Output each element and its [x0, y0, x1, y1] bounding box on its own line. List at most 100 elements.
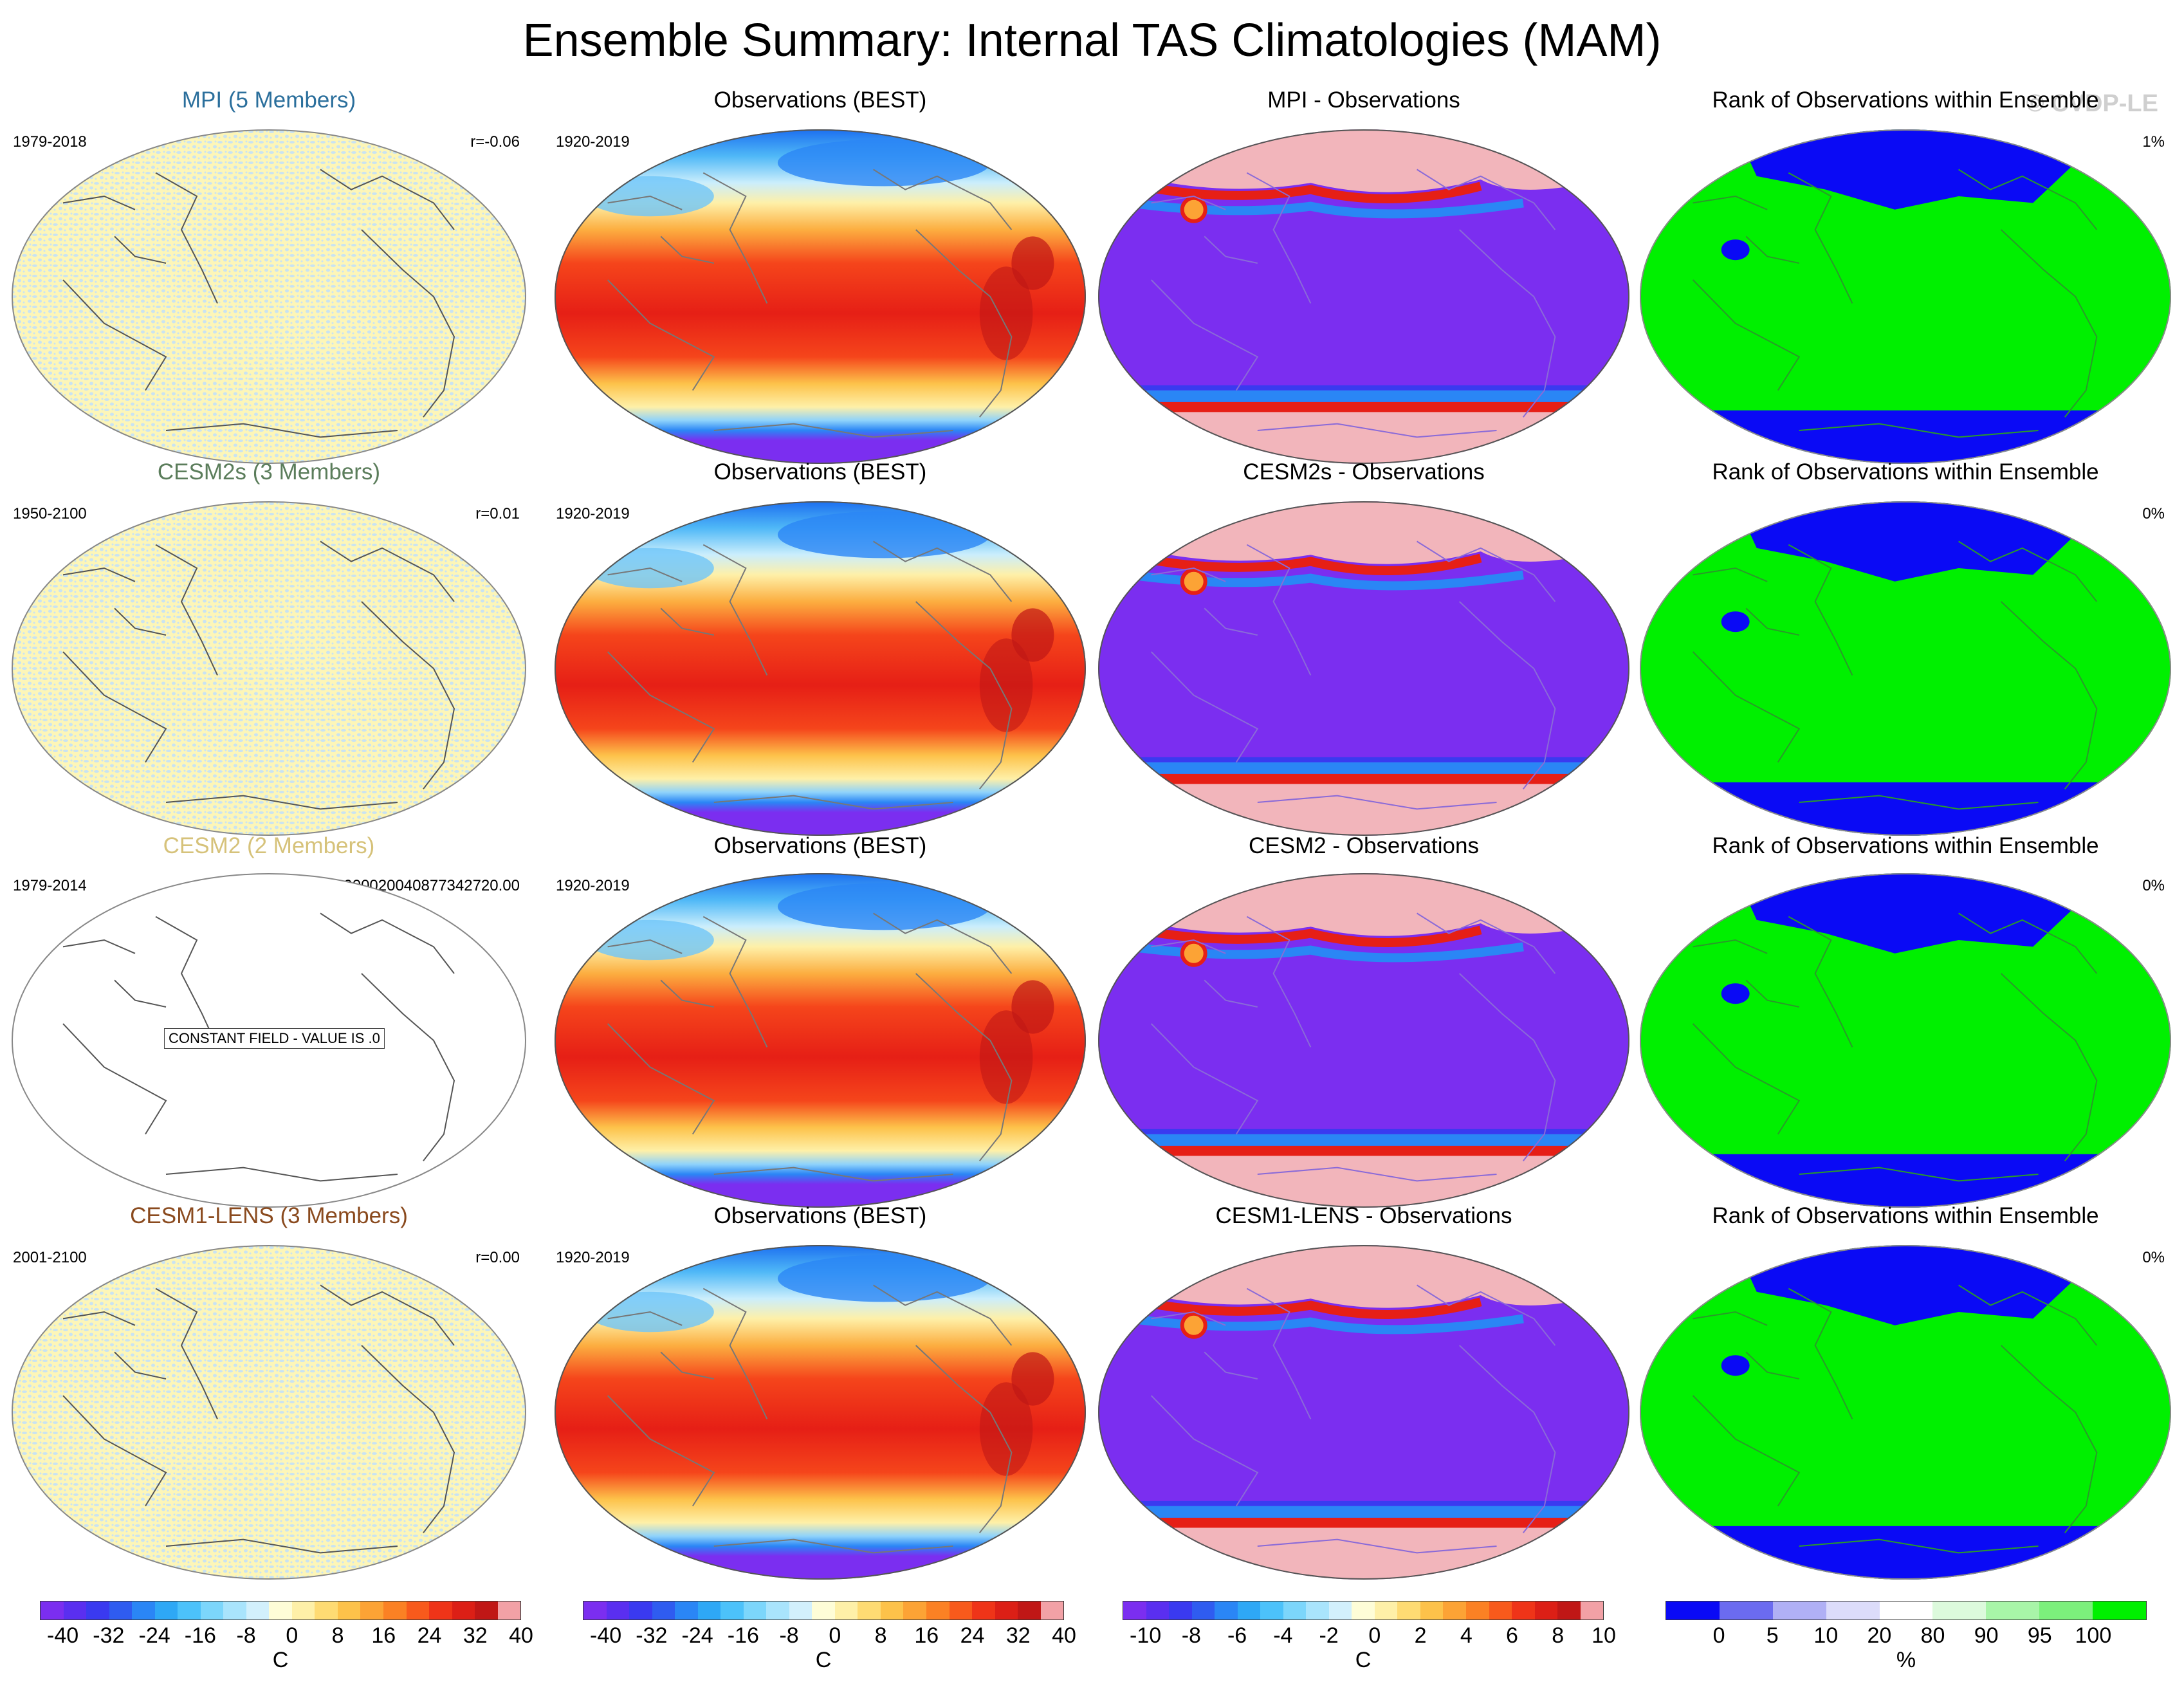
- colorbar-swatch: [109, 1601, 133, 1620]
- diff-map-row-1: [1098, 129, 1629, 464]
- coastlines: [1150, 1284, 1556, 1554]
- colorbar-swatch: [1040, 1601, 1064, 1620]
- model-period-label: 1979-2018: [13, 133, 87, 151]
- colorbar-tick-label: -32: [93, 1623, 125, 1648]
- colorbar-tick-label: -16: [727, 1623, 759, 1648]
- colorbar-swatch: [154, 1601, 178, 1620]
- colorbar-swatch: [497, 1601, 521, 1620]
- colorbar-tick-label: 4: [1460, 1623, 1473, 1648]
- colorbar-swatch: [452, 1601, 475, 1620]
- diff-panel-title: CESM1-LENS - Observations: [1215, 1203, 1512, 1228]
- coastlines: [607, 169, 1013, 438]
- colorbar-swatch: [858, 1601, 881, 1620]
- colorbar-swatch: [86, 1601, 109, 1620]
- colorbar-tick-label: 40: [1052, 1623, 1076, 1648]
- colorbar-swatch: [1237, 1601, 1261, 1620]
- colorbar-swatch: [720, 1601, 744, 1620]
- colorbar-tick-label: -2: [1319, 1623, 1339, 1648]
- model-panel-title: CESM2 (2 Members): [163, 833, 375, 858]
- colorbar-swatch: [475, 1601, 498, 1620]
- colorbar-swatch: [697, 1601, 721, 1620]
- diff-panel-title: CESM2 - Observations: [1249, 833, 1479, 858]
- colorbar-swatch: [743, 1601, 767, 1620]
- colorbar-tick-label: 16: [371, 1623, 396, 1648]
- obs-period-label: 1920-2019: [556, 877, 630, 894]
- diff-map-row-3: [1098, 873, 1629, 1208]
- colorbar-tick-label: 8: [1552, 1623, 1565, 1648]
- colorbar-swatch: [223, 1601, 246, 1620]
- map-field: [12, 129, 526, 464]
- colorbar-swatch: [291, 1601, 315, 1620]
- coastlines: [62, 1284, 455, 1554]
- coastlines: [607, 540, 1013, 810]
- rank-map-row-2: [1640, 501, 2171, 836]
- colorbar-swatch: [629, 1601, 652, 1620]
- colorbar-swatch: [1123, 1601, 1146, 1620]
- colorbar-units: C: [272, 1648, 289, 1672]
- colorbar-swatch: [63, 1601, 87, 1620]
- colorbar-swatch: [178, 1601, 201, 1620]
- model-map-row-2: [12, 501, 526, 836]
- colorbar-swatch: [1397, 1601, 1420, 1620]
- colorbar-tick-label: 24: [960, 1623, 985, 1648]
- colorbar-tick-label: -8: [779, 1623, 799, 1648]
- colorbar-swatch: [2093, 1601, 2147, 1620]
- coastlines: [62, 912, 455, 1182]
- colorbar-swatch: [1260, 1601, 1283, 1620]
- model-stat-label: r=0.01: [475, 505, 520, 522]
- colorbar-swatch: [337, 1601, 361, 1620]
- colorbar-swatch: [766, 1601, 789, 1620]
- diff-panel-title: CESM2s - Observations: [1243, 459, 1485, 485]
- coastlines: [62, 169, 455, 438]
- model-stat-label: r=0.00: [475, 1249, 520, 1266]
- rank-panel-title: Rank of Observations within Ensemble: [1712, 1203, 2099, 1228]
- colorbar-swatch: [1352, 1601, 1375, 1620]
- colorbar-swatch: [1932, 1601, 1987, 1620]
- model-panel-title: CESM2s (3 Members): [157, 459, 381, 485]
- colorbar-swatch: [1580, 1601, 1604, 1620]
- colorbar-swatch: [652, 1601, 675, 1620]
- colorbar-tick-label: 20: [1867, 1623, 1892, 1648]
- colorbar-tick-label: 0: [286, 1623, 298, 1648]
- colorbar-swatch: [200, 1601, 224, 1620]
- obs-period-label: 1920-2019: [556, 133, 630, 151]
- colorbar-swatch: [1215, 1601, 1238, 1620]
- rank-colorbar: [1666, 1601, 2147, 1620]
- colorbar-swatch: [812, 1601, 835, 1620]
- diff-map-row-4: [1098, 1245, 1629, 1580]
- colorbar-swatch: [1283, 1601, 1307, 1620]
- model-map-row-4: [12, 1245, 526, 1580]
- colorbar-tick-label: 2: [1414, 1623, 1427, 1648]
- colorbar-swatch: [1879, 1601, 1933, 1620]
- colorbar-swatch: [606, 1601, 630, 1620]
- colorbar-swatch: [583, 1601, 607, 1620]
- watermark: © CVDP-LE: [2026, 90, 2158, 117]
- diff-panel-title: MPI - Observations: [1267, 88, 1460, 113]
- colorbar-tick-label: 6: [1506, 1623, 1518, 1648]
- colorbar-tick-label: 90: [1974, 1623, 1999, 1648]
- rank-panel-title: Rank of Observations within Ensemble: [1712, 88, 2099, 113]
- colorbar-swatch: [675, 1601, 698, 1620]
- rank-panel-title: Rank of Observations within Ensemble: [1712, 833, 2099, 858]
- coastlines: [1692, 169, 2098, 438]
- colorbar-tick-label: 0: [1712, 1623, 1725, 1648]
- model-period-label: 2001-2100: [13, 1249, 87, 1266]
- model-panel-title: CESM1-LENS (3 Members): [130, 1203, 408, 1228]
- colorbar-tick-label: 10: [1592, 1623, 1616, 1648]
- rank-map-row-1: [1640, 129, 2171, 464]
- rank-stat-label: 0%: [2142, 505, 2165, 522]
- colorbar-tick-label: 95: [2027, 1623, 2052, 1648]
- colorbar-swatch: [2039, 1601, 2093, 1620]
- obs-panel-title: Observations (BEST): [713, 1203, 927, 1228]
- colorbar-tick-label: 24: [417, 1623, 442, 1648]
- rank-stat-label: 0%: [2142, 877, 2165, 894]
- colorbar-swatch: [926, 1601, 950, 1620]
- colorbar-swatch: [315, 1601, 338, 1620]
- obs-period-label: 1920-2019: [556, 1249, 630, 1266]
- coastlines: [607, 1284, 1013, 1554]
- colorbar-tick-label: 32: [463, 1623, 488, 1648]
- rank-panel-title: Rank of Observations within Ensemble: [1712, 459, 2099, 485]
- colorbar-swatch: [1018, 1601, 1041, 1620]
- colorbar-units: %: [1896, 1648, 1916, 1672]
- coastlines: [607, 912, 1013, 1182]
